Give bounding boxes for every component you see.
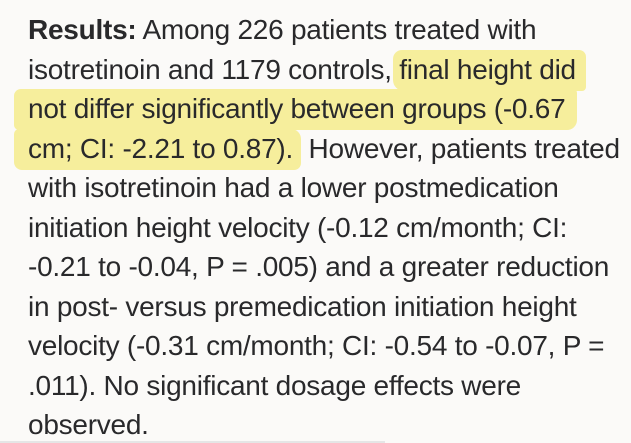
text-line-6: initiation height velocity (-0.12 cm/mon…: [28, 208, 631, 248]
text-segment: velocity (-0.31 cm/month; CI: -0.54 to -…: [28, 330, 605, 361]
text-segment: isotretinoin and 1179 controls,: [28, 53, 400, 85]
results-paragraph: Results: Among 226 patients treated with…: [14, 10, 631, 443]
text-line-11: observed.: [28, 405, 631, 443]
text-segment: .011). No significant dosage effects wer…: [28, 369, 521, 401]
text-line-7: -0.21 to -0.04, P = .005) and a greater …: [28, 247, 631, 287]
text-line-2: isotretinoin and 1179 controls, final he…: [28, 49, 631, 91]
results-section-label: Results:: [28, 14, 137, 45]
text-line-8: in post- versus premedication initiation…: [28, 287, 631, 327]
text-segment: Among 226 patients treated with: [136, 14, 537, 45]
text-line-10: .011). No significant dosage effects wer…: [28, 366, 631, 406]
highlighted-text: not differ significantly between groups …: [14, 89, 578, 130]
text-segment: initiation height velocity (-0.12 cm/mon…: [28, 211, 568, 243]
text-segment: with isotretinoin had a lower postmedica…: [28, 172, 559, 203]
highlighted-text: final height did: [393, 49, 586, 91]
text-segment: in post- versus premedication initiation…: [28, 290, 577, 322]
text-line-1: Results: Among 226 patients treated with: [28, 10, 631, 50]
text-segment: However, patients treated: [301, 132, 621, 164]
text-line-9: velocity (-0.31 cm/month; CI: -0.54 to -…: [28, 326, 631, 366]
cropped-next-line-remnant: [0, 441, 385, 443]
text-line-5: with isotretinoin had a lower postmedica…: [28, 168, 631, 208]
text-segment: -0.21 to -0.04, P = .005) and a greater …: [28, 251, 610, 282]
text-line-4: cm; CI: -2.21 to 0.87). However, patient…: [14, 128, 631, 170]
text-line-3: not differ significantly between groups …: [14, 89, 631, 130]
text-segment: observed.: [28, 409, 149, 440]
highlighted-text: cm; CI: -2.21 to 0.87).: [14, 128, 302, 170]
